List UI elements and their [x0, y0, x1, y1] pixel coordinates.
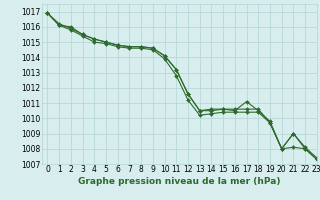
X-axis label: Graphe pression niveau de la mer (hPa): Graphe pression niveau de la mer (hPa) — [78, 177, 280, 186]
